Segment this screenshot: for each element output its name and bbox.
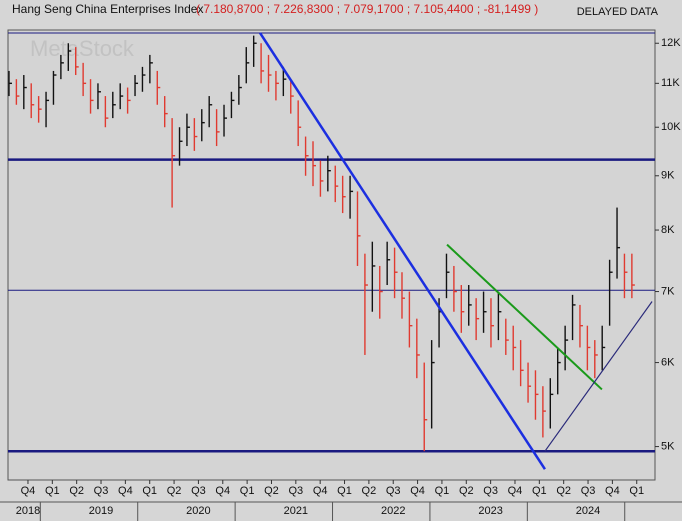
x-tick-label: Q2 xyxy=(69,485,84,497)
y-tick-label: 11K xyxy=(661,77,680,89)
y-tick-label: 5K xyxy=(661,440,675,452)
x-tick-label: Q3 xyxy=(191,485,206,497)
status: DELAYED DATA xyxy=(577,6,659,18)
x-tick-label: Q4 xyxy=(313,485,328,497)
watermark: MetaStock xyxy=(30,36,135,61)
year-label: 2019 xyxy=(89,505,113,517)
x-tick-label: Q4 xyxy=(21,485,36,497)
year-label: 2024 xyxy=(576,505,600,517)
x-tick-label: Q3 xyxy=(483,485,498,497)
y-tick-label: 6K xyxy=(661,356,675,368)
x-tick-label: Q4 xyxy=(215,485,230,497)
y-tick-label: 7K xyxy=(661,285,675,297)
year-label: 2020 xyxy=(186,505,210,517)
trendline xyxy=(446,243,603,391)
year-label: 2022 xyxy=(381,505,405,517)
y-tick-label: 10K xyxy=(661,121,681,133)
x-tick-label: Q2 xyxy=(459,485,474,497)
x-tick-label: Q1 xyxy=(532,485,547,497)
x-tick-label: Q4 xyxy=(508,485,523,497)
x-tick-label: Q3 xyxy=(288,485,303,497)
y-tick-label: 12K xyxy=(661,37,681,49)
x-tick-label: Q1 xyxy=(45,485,60,497)
x-tick-label: Q1 xyxy=(142,485,157,497)
x-tick-label: Q1 xyxy=(337,485,352,497)
x-tick-label: Q3 xyxy=(581,485,596,497)
x-tick-label: Q4 xyxy=(410,485,425,497)
x-tick-label: Q4 xyxy=(118,485,133,497)
x-tick-label: Q2 xyxy=(167,485,182,497)
y-tick-label: 8K xyxy=(661,224,675,236)
x-tick-label: Q2 xyxy=(264,485,279,497)
year-label: 2021 xyxy=(284,505,308,517)
x-tick-label: Q3 xyxy=(94,485,109,497)
x-tick-label: Q1 xyxy=(240,485,255,497)
plot-area xyxy=(7,29,656,481)
x-tick-label: Q3 xyxy=(386,485,401,497)
x-tick-label: Q1 xyxy=(629,485,644,497)
quote: ( 7.180,8700 ; 7.226,8300 ; 7.079,1700 ;… xyxy=(196,2,538,16)
x-tick-label: Q1 xyxy=(435,485,450,497)
x-tick-label: Q2 xyxy=(362,485,377,497)
y-tick-label: 9K xyxy=(661,170,675,182)
year-label: 2018 xyxy=(16,505,40,517)
x-tick-label: Q2 xyxy=(556,485,571,497)
trendline xyxy=(544,301,653,452)
trendline xyxy=(258,32,546,470)
year-label: 2023 xyxy=(478,505,502,517)
x-tick-label: Q4 xyxy=(605,485,620,497)
chart-title: Hang Seng China Enterprises Index xyxy=(12,2,203,16)
